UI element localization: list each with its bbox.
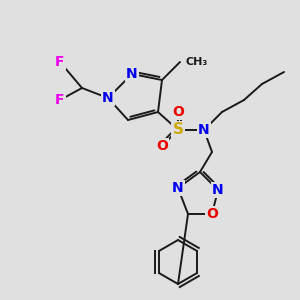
Text: O: O (206, 207, 218, 221)
Text: N: N (126, 67, 138, 81)
Text: N: N (102, 91, 114, 105)
Text: CH₃: CH₃ (186, 57, 208, 67)
Text: F: F (55, 55, 65, 69)
Text: O: O (172, 105, 184, 119)
Text: S: S (172, 122, 184, 137)
Text: N: N (198, 123, 210, 137)
Text: N: N (172, 181, 184, 195)
Text: O: O (156, 139, 168, 153)
Text: N: N (212, 183, 224, 197)
Text: F: F (55, 93, 65, 107)
